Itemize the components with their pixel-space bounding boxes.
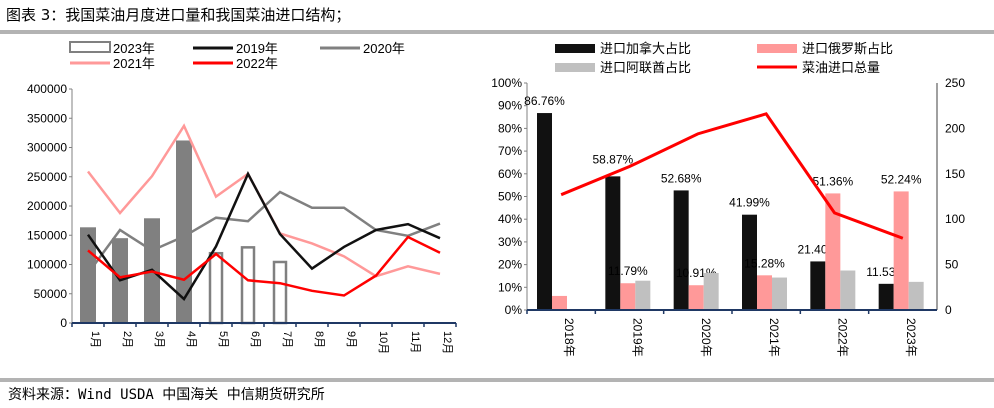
x-tick-label: 10月 bbox=[377, 331, 389, 354]
bar-2023 bbox=[272, 260, 288, 325]
y-tick-label: 70% bbox=[498, 144, 522, 158]
x-tick-label: 8月 bbox=[313, 331, 325, 348]
y2-tick-label: 150 bbox=[945, 167, 965, 181]
legend-label: 进口阿联酋占比 bbox=[600, 60, 691, 75]
legend-swatch bbox=[555, 63, 595, 72]
x-tick-label: 2022年 bbox=[836, 318, 850, 357]
y-tick-label: 350000 bbox=[27, 111, 67, 125]
legend-label: 菜油进口总量 bbox=[802, 60, 880, 75]
x-tick-label: 3月 bbox=[153, 331, 165, 348]
y-tick-label: 60% bbox=[498, 167, 522, 181]
figure-title: 图表 3：我国菜油月度进口量和我国菜油进口结构； bbox=[6, 6, 351, 24]
bottom-divider bbox=[0, 378, 994, 382]
source-note: 资料来源：Wind USDA 中国海关 中信期货研究所 bbox=[8, 387, 325, 403]
y-tick-label: 50000 bbox=[34, 287, 68, 301]
y2-tick-label: 200 bbox=[945, 121, 965, 135]
data-label: 11.79% bbox=[608, 264, 648, 278]
x-tick-label: 6月 bbox=[249, 331, 261, 348]
x-tick-label: 2021年 bbox=[767, 318, 781, 357]
bar-进口俄罗斯占比 bbox=[825, 193, 841, 310]
bar-进口阿联酋占比 bbox=[772, 277, 787, 310]
bar-进口加拿大占比 bbox=[810, 261, 826, 310]
bar-进口俄罗斯占比 bbox=[620, 283, 636, 310]
x-tick-label: 4月 bbox=[185, 331, 197, 348]
x-tick-label: 7月 bbox=[281, 331, 293, 348]
data-label: 41.99% bbox=[729, 196, 770, 210]
y-tick-label: 50% bbox=[498, 190, 522, 204]
y-tick-label: 200000 bbox=[27, 199, 67, 213]
bar-进口阿联酋占比 bbox=[635, 280, 651, 310]
x-tick-label: 2023年 bbox=[904, 318, 918, 357]
x-tick-label: 1月 bbox=[89, 331, 101, 348]
legend-label: 2020年 bbox=[363, 41, 405, 56]
legend-label: 进口加拿大占比 bbox=[600, 41, 691, 56]
legend-label: 2022年 bbox=[236, 56, 278, 71]
bar-进口加拿大占比 bbox=[742, 214, 757, 310]
line-菜油进口总量 bbox=[560, 112, 904, 240]
bar-进口阿联酋占比 bbox=[908, 281, 924, 310]
bar-进口加拿大占比 bbox=[605, 176, 621, 310]
y-tick-label: 100000 bbox=[27, 258, 67, 272]
y2-tick-label: 250 bbox=[945, 76, 965, 90]
y2-tick-label: 50 bbox=[945, 258, 959, 272]
bar-进口加拿大占比 bbox=[537, 113, 552, 310]
x-tick-label: 2月 bbox=[121, 331, 133, 348]
y-tick-label: 20% bbox=[498, 258, 522, 272]
bar-进口阿联酋占比 bbox=[703, 272, 719, 310]
legend-label: 2021年 bbox=[113, 56, 155, 71]
y-tick-label: 10% bbox=[498, 280, 522, 294]
y-tick-label: 90% bbox=[498, 99, 522, 113]
x-tick-label: 12月 bbox=[441, 331, 453, 354]
y-tick-label: 300000 bbox=[27, 141, 67, 155]
x-tick-label: 2019年 bbox=[631, 318, 645, 357]
x-tick-label: 2020年 bbox=[699, 318, 713, 357]
y-tick-label: 40% bbox=[498, 212, 522, 226]
legend-swatch bbox=[555, 44, 595, 53]
legend-label: 2023年 bbox=[113, 41, 155, 56]
y-tick-label: 80% bbox=[498, 121, 522, 135]
legend-swatch bbox=[757, 44, 797, 53]
bar-进口加拿大占比 bbox=[878, 283, 894, 310]
data-label: 58.87% bbox=[592, 152, 633, 166]
y-tick-label: 0 bbox=[60, 316, 67, 330]
legend-swatch bbox=[69, 41, 111, 53]
line-2022年 bbox=[87, 235, 441, 297]
line-2021年 bbox=[87, 123, 441, 278]
bar-进口俄罗斯占比 bbox=[552, 295, 567, 310]
y2-tick-label: 0 bbox=[945, 303, 952, 317]
x-tick-label: 11月 bbox=[409, 331, 421, 353]
x-tick-label: 5月 bbox=[217, 331, 229, 348]
bar-进口俄罗斯占比 bbox=[893, 191, 909, 310]
bar-进口俄罗斯占比 bbox=[688, 285, 704, 310]
data-label: 15.28% bbox=[744, 256, 785, 270]
bar-进口俄罗斯占比 bbox=[757, 275, 772, 310]
data-label: 86.76% bbox=[524, 94, 565, 108]
x-tick-label: 2018年 bbox=[562, 318, 576, 357]
legend-label: 2019年 bbox=[236, 41, 278, 56]
y-tick-label: 150000 bbox=[27, 228, 67, 242]
data-label: 51.36% bbox=[812, 174, 853, 188]
bar-进口加拿大占比 bbox=[673, 190, 689, 310]
y-tick-label: 100% bbox=[491, 76, 522, 90]
y-tick-label: 400000 bbox=[27, 82, 67, 96]
x-tick-label: 9月 bbox=[345, 331, 357, 348]
top-divider bbox=[0, 30, 994, 34]
bar-进口阿联酋占比 bbox=[840, 270, 856, 310]
y2-tick-label: 100 bbox=[945, 212, 965, 226]
data-label: 52.68% bbox=[661, 171, 702, 185]
bar-2023 bbox=[80, 227, 96, 323]
y-tick-label: 30% bbox=[498, 235, 522, 249]
line-2019年 bbox=[86, 170, 441, 301]
bar-2023 bbox=[208, 251, 224, 325]
data-label: 52.24% bbox=[881, 172, 922, 186]
y-tick-label: 250000 bbox=[27, 170, 67, 184]
y-tick-label: 0% bbox=[505, 303, 523, 317]
legend-label: 进口俄罗斯占比 bbox=[802, 41, 893, 56]
bar-2023 bbox=[240, 246, 256, 325]
